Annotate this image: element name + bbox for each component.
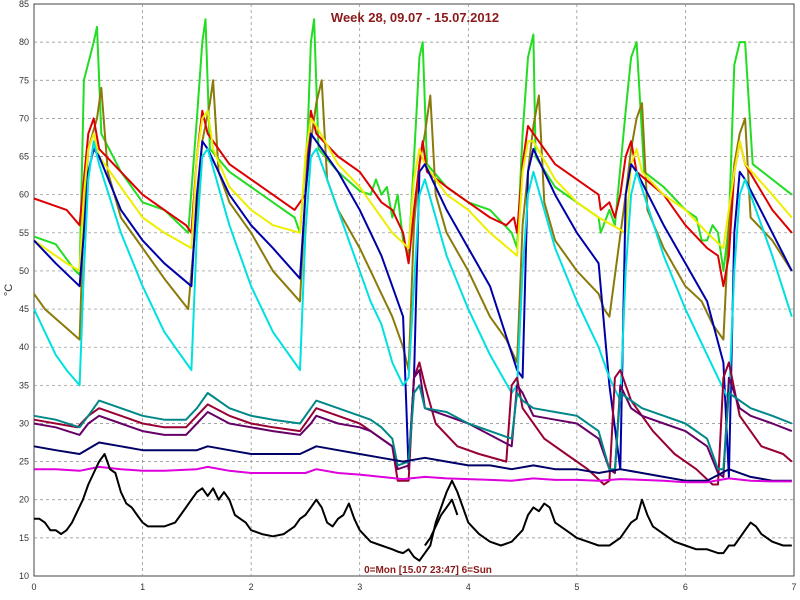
chart-title: Week 28, 09.07 - 15.07.2012 <box>331 10 499 25</box>
series-line-7 <box>33 361 793 486</box>
y-tick-label: 60 <box>19 190 29 200</box>
y-tick-label: 15 <box>19 533 29 543</box>
y-tick-label: 35 <box>19 380 29 390</box>
x-tick-label: 4 <box>466 582 471 592</box>
y-tick-label: 45 <box>19 304 29 314</box>
y-axis-label: °C <box>3 284 15 296</box>
series-line-6 <box>33 140 793 402</box>
x-tick-label: 2 <box>249 582 254 592</box>
y-tick-label: 65 <box>19 152 29 162</box>
y-tick-label: 50 <box>19 266 29 276</box>
series-line-13 <box>424 498 459 547</box>
series-line-12 <box>34 453 792 562</box>
series-line-11 <box>34 465 792 484</box>
series-line-4 <box>33 109 793 272</box>
x-tick-label: 1 <box>140 582 145 592</box>
series-line-1 <box>33 18 793 276</box>
x-tick-label: 5 <box>574 582 579 592</box>
y-tick-label: 25 <box>19 457 29 467</box>
series-line-9 <box>33 384 793 471</box>
x-tick-label: 3 <box>357 582 362 592</box>
y-tick-label: 70 <box>19 113 29 123</box>
y-tick-label: 40 <box>19 342 29 352</box>
x-tick-label: 0 <box>31 582 36 592</box>
series-line-2 <box>33 79 793 372</box>
x-axis-label: 0=Mon [15.07 23:47] 6=Sun <box>364 565 492 576</box>
x-tick-label: 6 <box>683 582 688 592</box>
y-tick-label: 80 <box>19 37 29 47</box>
series-line-8 <box>33 369 793 478</box>
y-tick-label: 30 <box>19 418 29 428</box>
y-tick-label: 20 <box>19 495 29 505</box>
y-tick-label: 55 <box>19 228 29 238</box>
y-tick-label: 10 <box>19 571 29 581</box>
series-lines <box>33 18 793 562</box>
y-tick-label: 75 <box>19 75 29 85</box>
x-tick-label: 7 <box>791 582 796 592</box>
series-line-10 <box>33 441 792 482</box>
y-tick-label: 85 <box>19 0 29 9</box>
